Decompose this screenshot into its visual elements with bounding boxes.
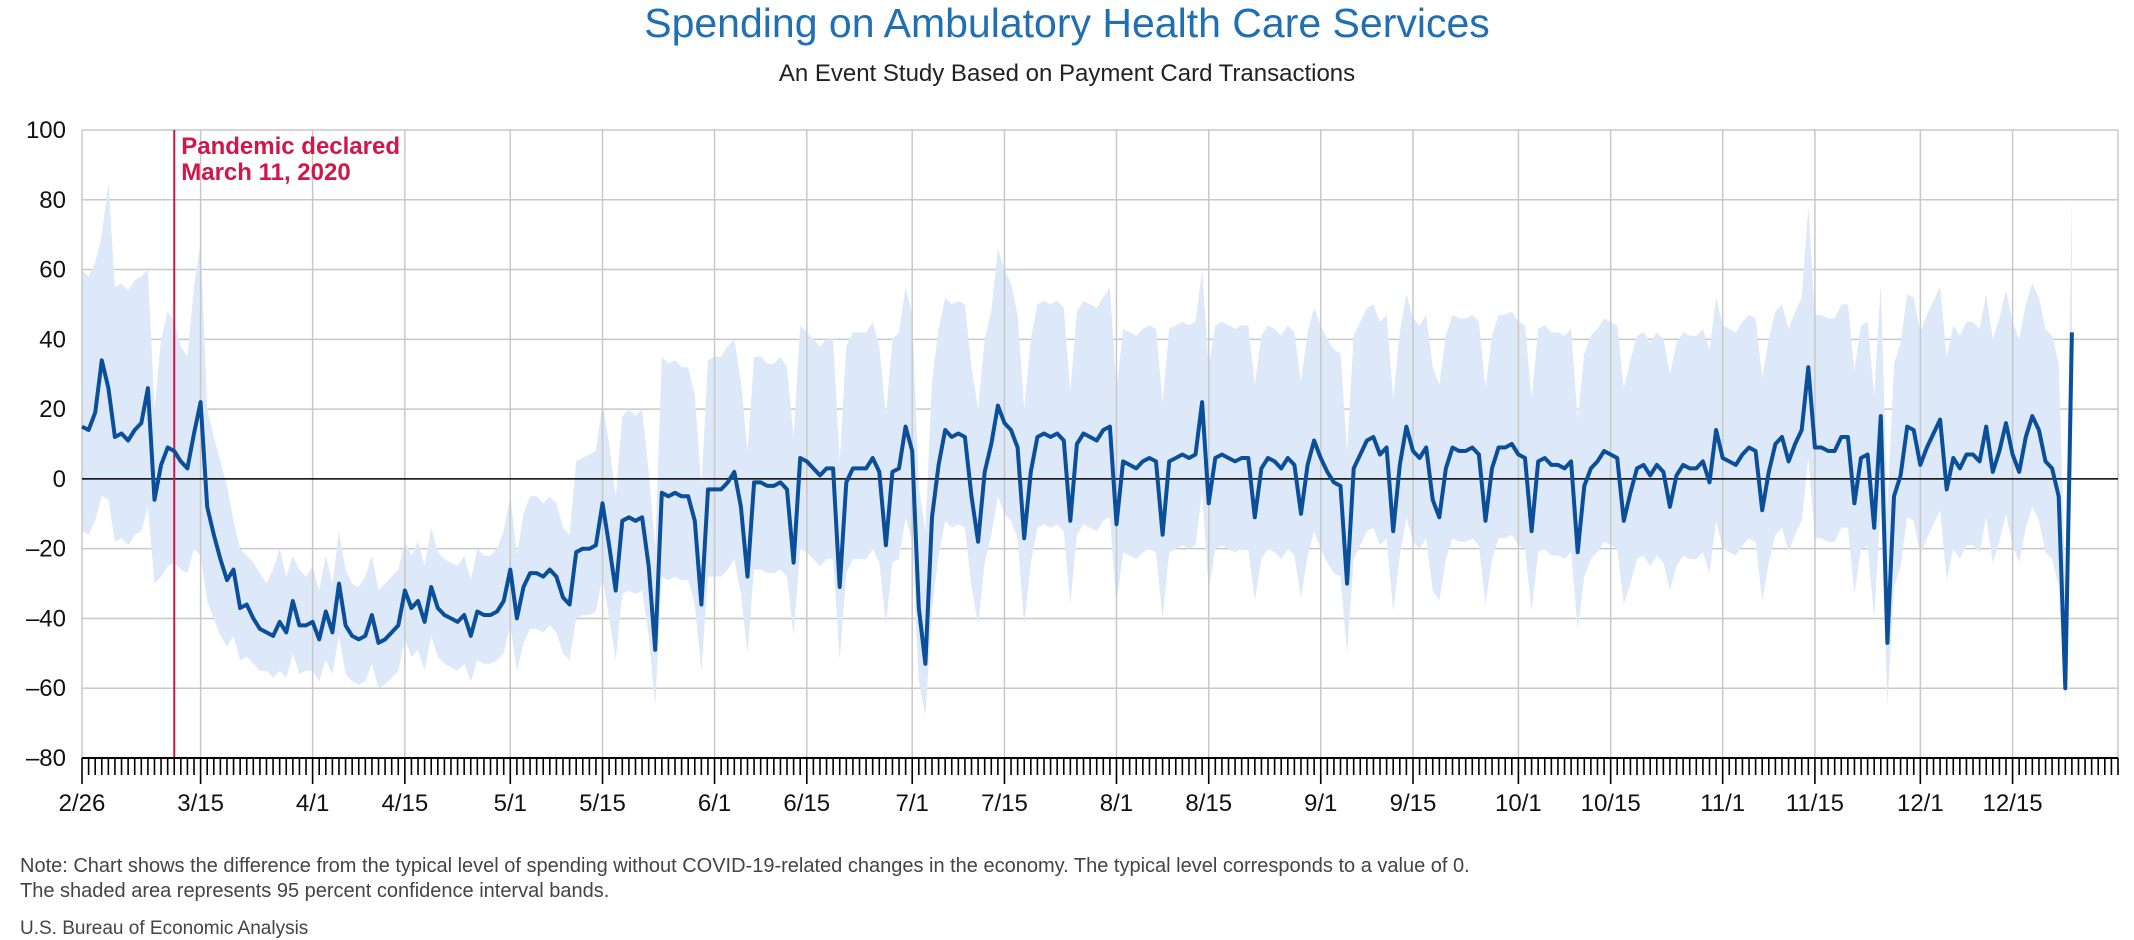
y-tick-label: –60 — [26, 675, 66, 702]
chart-subtitle: An Event Study Based on Payment Card Tra… — [778, 60, 1356, 87]
x-tick-label: 9/1 — [1304, 790, 1337, 817]
x-tick-label: 10/1 — [1495, 790, 1542, 817]
x-tick-label: 12/15 — [1983, 790, 2043, 817]
chart-note-line2: The shaded area represents 95 percent co… — [20, 880, 610, 902]
y-tick-label: –40 — [26, 605, 66, 632]
y-tick-label: –20 — [26, 536, 66, 563]
x-tick-label: 11/1 — [1700, 790, 1745, 817]
x-tick-label: 8/15 — [1185, 790, 1232, 817]
y-tick-label: 100 — [26, 117, 66, 144]
x-tick-label: 8/1 — [1100, 790, 1133, 817]
x-tick-label: 7/1 — [896, 790, 929, 817]
y-tick-label: –80 — [26, 745, 66, 772]
x-tick-label: 10/15 — [1581, 790, 1641, 817]
y-tick-label: 0 — [53, 466, 66, 493]
y-axis-labels: 100 80 60 40 20 0 –20 –40 –60 –80 — [26, 117, 66, 772]
x-axis — [81, 757, 2119, 784]
x-tick-label: 7/15 — [981, 790, 1028, 817]
x-tick-label: 4/15 — [382, 790, 429, 817]
x-tick-label: 11/15 — [1786, 790, 1844, 817]
spending-series-line — [81, 332, 2074, 691]
x-tick-label: 3/15 — [177, 790, 224, 817]
x-tick-label: 2/26 — [59, 790, 106, 817]
pandemic-annotation-line2: March 11, 2020 — [181, 159, 350, 186]
chart-source: U.S. Bureau of Economic Analysis — [20, 918, 309, 939]
x-tick-label: 9/15 — [1390, 790, 1437, 817]
y-tick-label: 80 — [39, 187, 66, 214]
x-tick-label: 5/1 — [494, 790, 527, 817]
x-tick-label: 4/1 — [296, 790, 329, 817]
x-tick-label: 6/1 — [698, 790, 731, 817]
chart-title: Spending on Ambulatory Health Care Servi… — [644, 0, 1490, 46]
x-tick-label: 5/15 — [579, 790, 626, 817]
y-tick-label: 20 — [39, 396, 66, 423]
x-tick-label: 6/15 — [783, 790, 830, 817]
y-tick-label: 40 — [39, 326, 66, 353]
x-axis-labels: 2/26 3/15 4/1 4/15 5/1 5/15 6/1 6/15 7/1 7/15 8/1 8… — [59, 790, 2043, 817]
x-tick-label: 12/1 — [1897, 790, 1944, 817]
chart-note-line1: Note: Chart shows the difference from th… — [20, 855, 1470, 877]
y-tick-label: 60 — [39, 257, 66, 284]
pandemic-annotation-line1: Pandemic declared — [181, 133, 400, 160]
